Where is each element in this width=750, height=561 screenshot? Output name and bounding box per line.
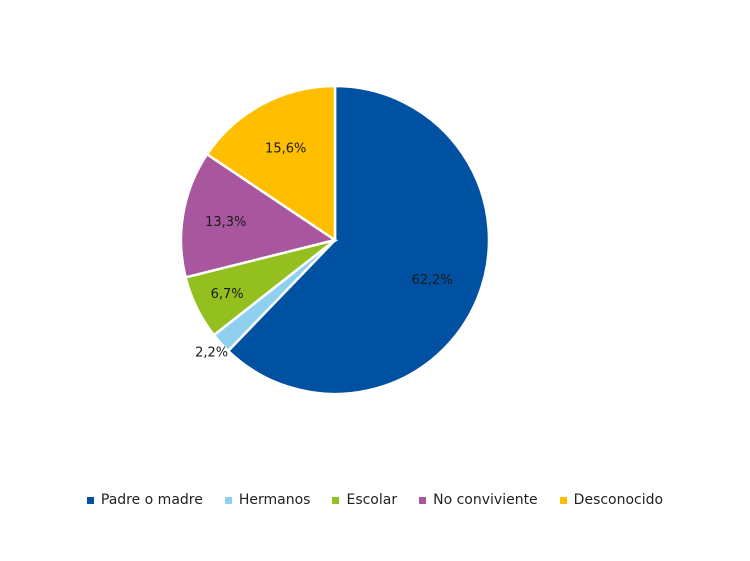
data-label: 13,3% xyxy=(205,215,246,230)
pie-slice-no-conviviente xyxy=(179,152,339,279)
data-label: 15,6% xyxy=(265,142,306,157)
legend-label: Desconocido xyxy=(573,492,664,508)
legend-label: Escolar xyxy=(346,492,398,508)
legend-item-no-conviviente: No conviviente xyxy=(419,492,538,508)
legend-swatch xyxy=(86,496,94,504)
legend-swatch xyxy=(224,496,232,504)
pie-slice-desconocido xyxy=(205,84,337,243)
pie-slices xyxy=(179,84,491,396)
legend-item-hermanos: Hermanos xyxy=(224,492,311,508)
legend-item-padre-o-madre: Padre o madre xyxy=(86,492,203,508)
pie-labels: 62,2% 2,2% 6,7% 13,3% 15,6% xyxy=(195,142,453,361)
legend-label: Padre o madre xyxy=(100,492,203,508)
legend-swatch xyxy=(419,496,427,504)
legend-item-desconocido: Desconocido xyxy=(559,492,664,508)
legend-swatch xyxy=(559,496,567,504)
legend: Padre o madre Hermanos Escolar No conviv… xyxy=(0,492,750,508)
legend-swatch xyxy=(332,496,340,504)
legend-label: No conviviente xyxy=(433,492,538,508)
data-label: 2,2% xyxy=(195,346,228,361)
legend-item-escolar: Escolar xyxy=(332,492,397,508)
data-label: 62,2% xyxy=(411,273,452,288)
legend-label: Hermanos xyxy=(238,492,311,508)
data-label: 6,7% xyxy=(211,287,244,302)
pie-slice-padre-o-madre xyxy=(226,84,491,396)
